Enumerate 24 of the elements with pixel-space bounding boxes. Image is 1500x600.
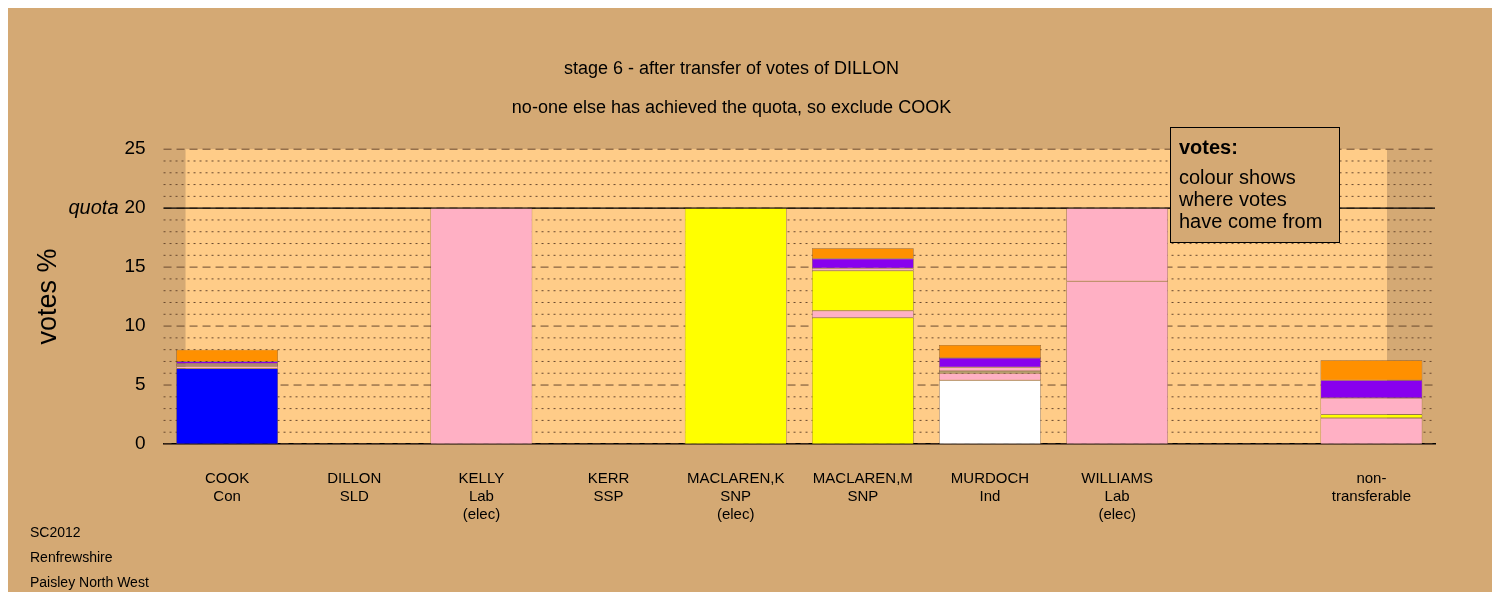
text: SC2012: [30, 523, 82, 542]
y-tick-label: 10: [124, 314, 146, 336]
y-tick-label: 25: [124, 137, 146, 159]
text: Renfrewshire: [30, 548, 114, 567]
x-tick-label: non- transferable: [1331, 469, 1412, 505]
x-tick-label: WILLIAMS Lab (elec): [1081, 469, 1153, 523]
y-tick-label: 15: [124, 255, 146, 277]
x-tick-label: COOK Con: [205, 469, 250, 505]
ref-line-label: quota: [68, 195, 119, 218]
x-tick-label: KERR SSP: [587, 469, 630, 505]
x-tick-label: DILLON SLD: [327, 469, 382, 505]
chart-subtitle: no-one else has achieved the quota, so exclude COOK: [511, 97, 952, 118]
chart-title: stage 6 - after transfer of votes of DILLON: [563, 57, 900, 78]
annotation: colour shows where votes have come from: [1179, 166, 1324, 232]
x-tick-label: KELLY Lab (elec): [458, 469, 505, 523]
x-tick-label: MACLAREN,K SNP (elec): [686, 469, 785, 523]
y-tick-label: 5: [134, 373, 146, 395]
text: Paisley North West: [30, 573, 149, 592]
y-tick-label: 20: [124, 196, 146, 218]
x-tick-label: MACLAREN,M SNP: [812, 469, 913, 505]
annotation: votes:: [1179, 136, 1239, 158]
y-tick-label: 0: [134, 432, 146, 454]
x-tick-label: MURDOCH Ind: [950, 469, 1030, 505]
y-axis-title: votes %: [31, 248, 62, 345]
